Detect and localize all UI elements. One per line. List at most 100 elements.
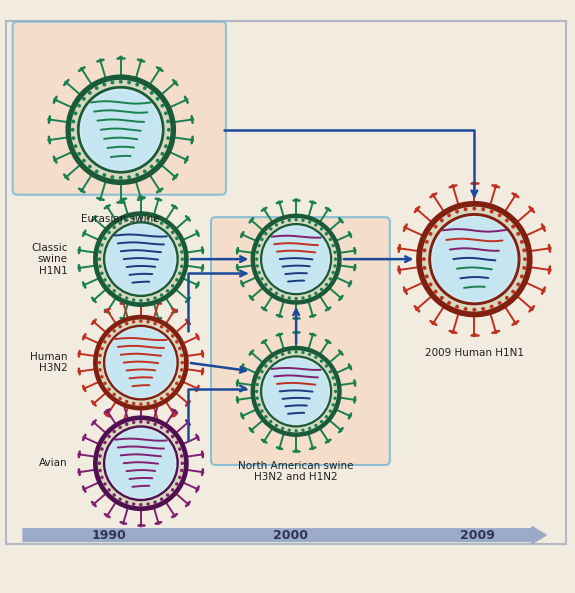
Circle shape — [74, 145, 77, 148]
Circle shape — [71, 129, 74, 131]
Circle shape — [548, 247, 551, 250]
Circle shape — [349, 283, 351, 285]
Circle shape — [456, 211, 458, 213]
Circle shape — [179, 448, 181, 450]
Circle shape — [106, 410, 109, 412]
Circle shape — [309, 295, 311, 297]
Circle shape — [154, 423, 156, 425]
Circle shape — [278, 447, 281, 449]
Circle shape — [295, 430, 297, 432]
Circle shape — [250, 352, 252, 354]
Circle shape — [505, 296, 508, 299]
Circle shape — [89, 165, 91, 168]
Circle shape — [465, 308, 467, 310]
Circle shape — [154, 323, 156, 325]
Circle shape — [332, 377, 334, 379]
Circle shape — [158, 68, 161, 71]
Circle shape — [191, 139, 193, 141]
Circle shape — [181, 362, 183, 364]
Circle shape — [309, 221, 311, 223]
Circle shape — [108, 431, 174, 496]
Circle shape — [106, 328, 176, 397]
Circle shape — [295, 199, 297, 201]
Circle shape — [329, 410, 331, 412]
Circle shape — [104, 441, 106, 444]
Circle shape — [270, 288, 272, 291]
Circle shape — [119, 397, 121, 400]
Circle shape — [154, 297, 156, 299]
Circle shape — [176, 237, 178, 240]
Circle shape — [288, 429, 290, 431]
Circle shape — [101, 476, 103, 479]
FancyBboxPatch shape — [211, 217, 390, 465]
Circle shape — [74, 112, 77, 114]
Circle shape — [171, 489, 174, 491]
Circle shape — [147, 503, 149, 505]
Circle shape — [98, 462, 101, 464]
Circle shape — [147, 422, 149, 423]
Circle shape — [176, 341, 178, 343]
Circle shape — [106, 515, 109, 517]
Circle shape — [327, 340, 329, 343]
Circle shape — [426, 275, 428, 278]
Circle shape — [167, 494, 168, 496]
Circle shape — [530, 208, 533, 211]
Circle shape — [140, 403, 142, 405]
Circle shape — [173, 206, 176, 208]
Circle shape — [250, 296, 252, 299]
Circle shape — [320, 420, 323, 423]
Circle shape — [302, 352, 304, 353]
FancyArrow shape — [23, 527, 546, 544]
Circle shape — [327, 440, 329, 442]
Circle shape — [430, 232, 432, 235]
Circle shape — [181, 369, 183, 371]
Circle shape — [430, 283, 432, 286]
Circle shape — [154, 501, 156, 503]
Circle shape — [236, 382, 239, 384]
Circle shape — [167, 290, 168, 292]
Circle shape — [160, 294, 163, 296]
Text: 2009: 2009 — [460, 528, 494, 541]
Circle shape — [416, 208, 419, 211]
Circle shape — [181, 251, 183, 253]
Circle shape — [334, 397, 336, 399]
Circle shape — [241, 366, 243, 368]
Circle shape — [179, 272, 181, 275]
Circle shape — [108, 285, 110, 287]
Circle shape — [133, 403, 135, 404]
Circle shape — [140, 299, 142, 302]
Circle shape — [147, 299, 149, 301]
Circle shape — [265, 283, 267, 285]
Circle shape — [48, 139, 51, 141]
Circle shape — [128, 81, 131, 84]
Circle shape — [201, 267, 204, 269]
Circle shape — [108, 335, 110, 337]
Circle shape — [263, 358, 329, 425]
Circle shape — [78, 104, 80, 107]
Circle shape — [448, 214, 450, 216]
Circle shape — [158, 189, 161, 192]
Circle shape — [72, 120, 75, 123]
Circle shape — [302, 429, 304, 431]
Circle shape — [275, 425, 277, 426]
Circle shape — [99, 470, 101, 471]
Circle shape — [523, 267, 526, 269]
Circle shape — [167, 227, 168, 228]
Circle shape — [520, 241, 523, 243]
Circle shape — [103, 84, 105, 86]
Circle shape — [94, 315, 188, 410]
Circle shape — [312, 201, 314, 203]
Circle shape — [167, 431, 168, 432]
Circle shape — [315, 292, 317, 294]
Circle shape — [108, 330, 174, 396]
Circle shape — [179, 476, 181, 479]
Circle shape — [517, 283, 519, 286]
Circle shape — [295, 449, 297, 452]
Circle shape — [98, 258, 101, 260]
Circle shape — [282, 295, 283, 297]
Circle shape — [101, 347, 103, 349]
Circle shape — [340, 429, 342, 431]
Circle shape — [98, 320, 183, 405]
Circle shape — [160, 397, 163, 400]
Circle shape — [256, 397, 258, 399]
